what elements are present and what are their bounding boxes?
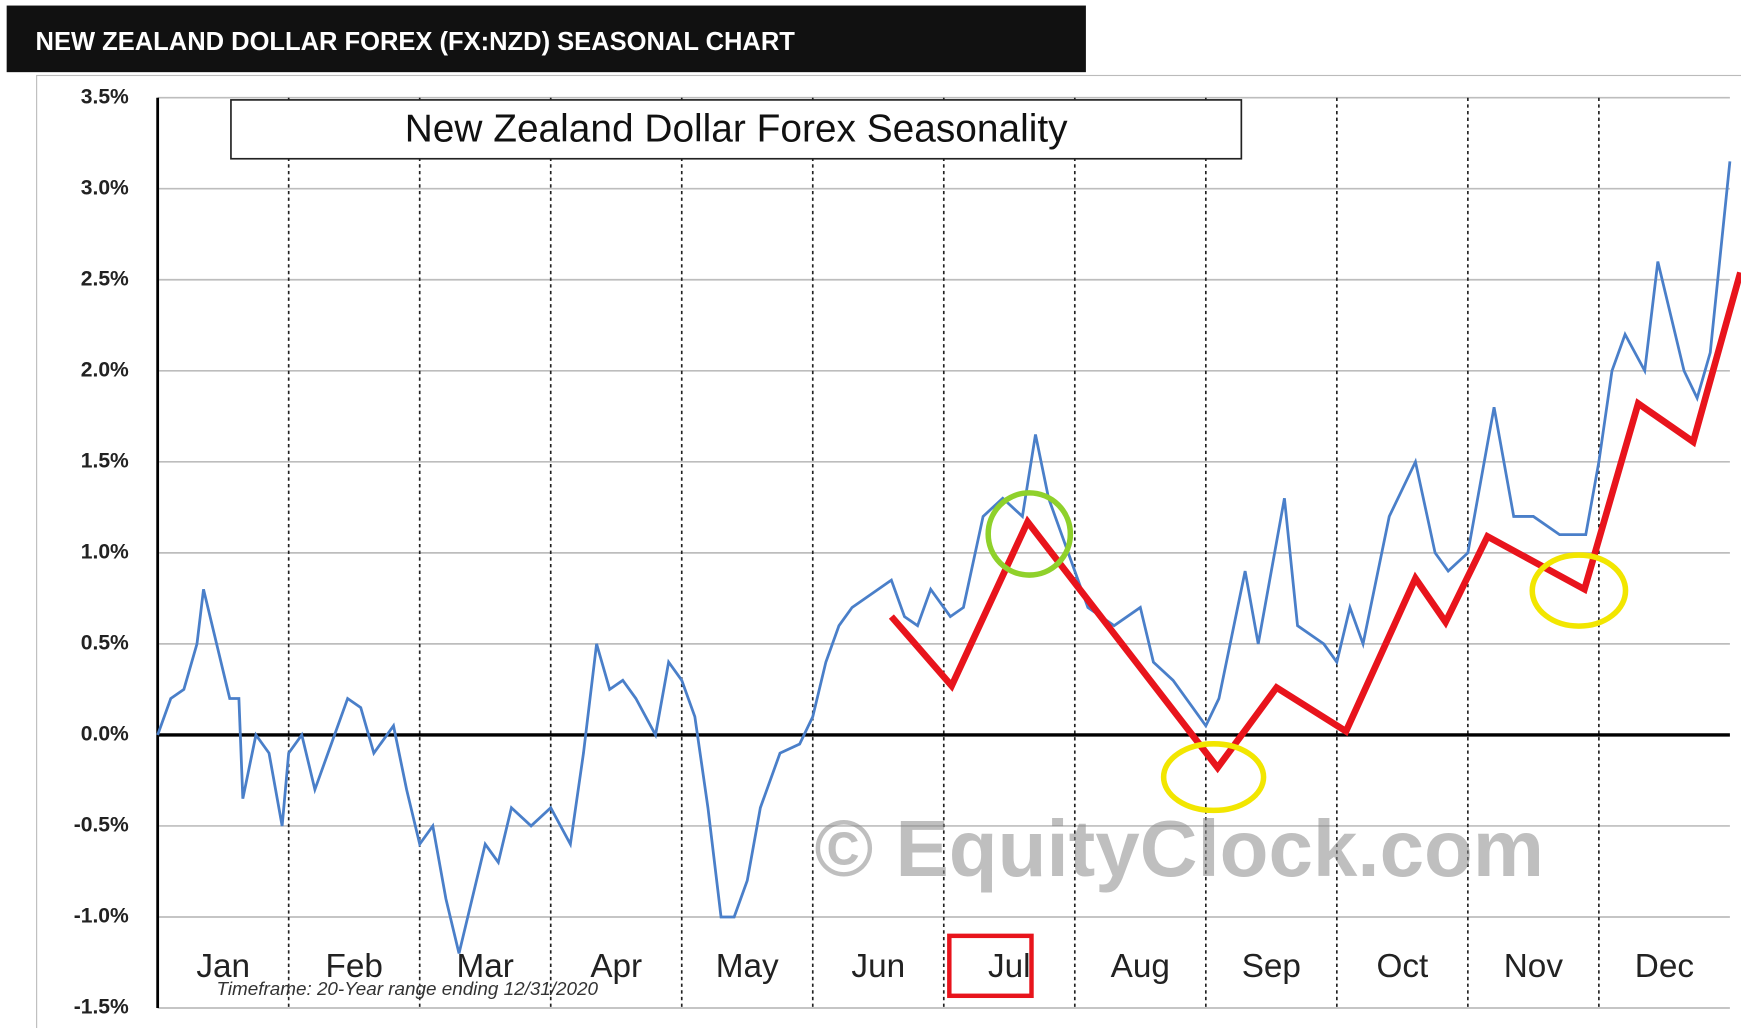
series-line (888, 271, 1741, 774)
x-tick-label: Jul (988, 948, 1031, 985)
y-tick-label: 1.0% (81, 540, 129, 563)
x-tick-label: Jun (851, 948, 905, 985)
header-bar (6, 5, 1086, 73)
x-tick-label: Dec (1635, 948, 1694, 985)
x-tick-label: Mar (457, 948, 514, 985)
y-tick-label: 2.0% (81, 358, 129, 381)
y-tick-label: 3.0% (81, 176, 129, 199)
x-tick-label: Apr (590, 948, 642, 985)
x-tick-label: Feb (325, 948, 382, 985)
x-tick-label: Jan (196, 948, 250, 985)
x-tick-label: Oct (1376, 948, 1428, 985)
watermark: © EquityClock.com (814, 804, 1544, 893)
x-tick-label: Nov (1504, 948, 1564, 985)
title-box (230, 99, 1243, 160)
y-tick-label: -1.5% (74, 996, 129, 1019)
y-tick-label: -1.0% (74, 905, 129, 928)
trough-circle (1529, 552, 1629, 629)
y-tick-label: 2.5% (81, 267, 129, 290)
header: NEW ZEALAND DOLLAR FOREX (FX:NZD) SEASON… (36, 28, 796, 56)
chart-title: New Zealand Dollar Forex Seasonality (405, 107, 1068, 150)
frame (36, 74, 1741, 1028)
highlight-box (947, 933, 1034, 999)
footnote: Timeframe: 20-Year range ending 12/31/20… (217, 978, 599, 999)
y-tick-label: 0.5% (81, 631, 129, 654)
x-tick-label: Aug (1111, 948, 1170, 985)
trough-circle (1160, 741, 1267, 814)
peak-circle (985, 490, 1074, 578)
x-tick-label: Sep (1242, 948, 1301, 985)
series-line (156, 161, 1732, 954)
y-tick-label: 0.0% (81, 722, 129, 745)
y-tick-label: 3.5% (81, 85, 129, 108)
y-tick-label: 1.5% (81, 449, 129, 472)
x-tick-label: May (716, 948, 779, 985)
y-tick-label: -0.5% (74, 814, 129, 837)
